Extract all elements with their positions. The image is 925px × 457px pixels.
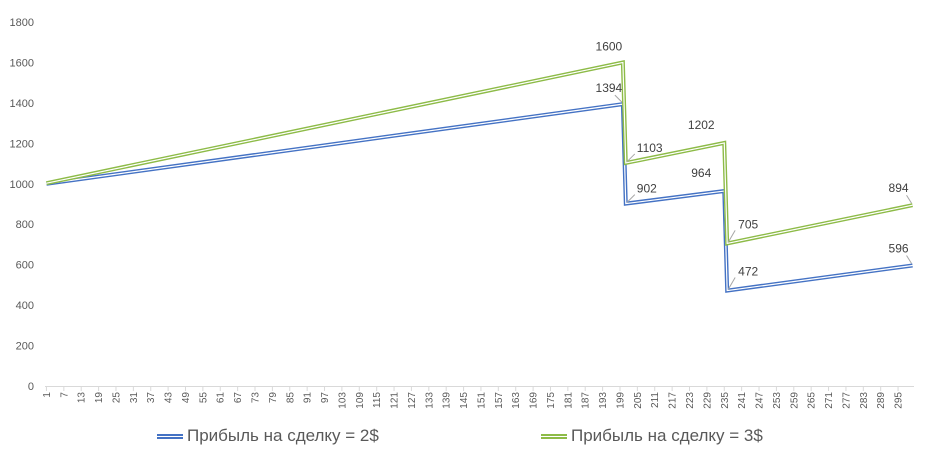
x-tick-label: 67 <box>233 392 244 404</box>
data-label-leader <box>626 194 636 203</box>
data-labels: 1394 902 964 472 596 1600 1103 1202 705 894 <box>596 39 912 290</box>
x-tick-label: 271 <box>824 392 835 409</box>
data-label: 1394 <box>596 81 623 95</box>
x-tick-label: 235 <box>720 392 731 409</box>
x-tick-label: 139 <box>442 392 453 409</box>
data-label-leader <box>727 277 736 290</box>
x-tick-label: 169 <box>529 392 540 409</box>
legend-swatch-series-1 <box>157 433 183 439</box>
data-label: 1600 <box>596 39 623 53</box>
x-tick-label: 55 <box>198 392 209 404</box>
y-tick-label: 400 <box>16 300 34 312</box>
data-label-leader <box>727 230 736 243</box>
data-label: 472 <box>738 265 758 279</box>
x-tick-label: 283 <box>859 392 870 409</box>
x-tick-label: 73 <box>251 392 262 404</box>
series-line-2 <box>46 59 913 246</box>
y-tick-label: 200 <box>16 341 34 353</box>
y-tick-label: 1200 <box>10 138 34 150</box>
y-tick-label: 800 <box>16 219 34 231</box>
series-line-inner-1 <box>46 103 913 292</box>
chart-series <box>46 59 913 293</box>
data-label: 964 <box>691 166 711 180</box>
x-tick-label: 187 <box>581 392 592 409</box>
chart-legend: Прибыль на сделку = 2$ Прибыль на сделку… <box>0 426 925 450</box>
x-tick-label: 19 <box>94 392 105 404</box>
x-tick-label: 247 <box>755 392 766 409</box>
x-tick-label: 79 <box>268 392 279 404</box>
data-label: 596 <box>889 241 909 255</box>
y-tick-label: 1600 <box>10 57 34 69</box>
x-tick-label: 163 <box>511 392 522 409</box>
y-tick-label: 1800 <box>10 17 34 29</box>
x-tick-label: 7 <box>59 392 70 398</box>
data-label: 1202 <box>688 118 715 132</box>
x-tick-label: 259 <box>789 392 800 409</box>
y-tick-label: 600 <box>16 260 34 272</box>
data-label: 902 <box>637 182 657 196</box>
x-tick-label: 289 <box>876 392 887 409</box>
line-chart: 0 200 400 600 800 1000 1200 1400 1600 1800 1 7 13 19 2… <box>10 17 914 409</box>
x-tick-label: 103 <box>337 392 348 409</box>
data-label-leader <box>626 153 636 163</box>
x-tick-label: 223 <box>685 392 696 409</box>
data-label-leader <box>614 94 623 103</box>
x-tick-label: 25 <box>111 392 122 404</box>
x-tick-label: 277 <box>841 392 852 409</box>
y-tick-label: 1000 <box>10 179 34 191</box>
x-tick-label: 85 <box>285 392 296 404</box>
x-tick-label: 115 <box>372 392 383 408</box>
x-tick-label: 265 <box>807 392 818 409</box>
x-tick-label: 253 <box>772 392 783 409</box>
x-tick-label: 13 <box>77 392 88 404</box>
legend-label-series-2: Прибыль на сделку = 3$ <box>571 426 763 445</box>
x-tick-label: 61 <box>216 392 227 404</box>
data-label: 1103 <box>637 141 663 155</box>
x-tick-label: 1 <box>42 392 53 398</box>
x-tick-label: 121 <box>390 392 401 409</box>
data-label-leader <box>906 255 912 264</box>
x-tick-label: 133 <box>424 392 435 409</box>
x-tick-label: 145 <box>459 392 470 409</box>
x-tick-label: 211 <box>650 392 661 408</box>
x-tick-label: 49 <box>181 392 192 404</box>
legend-item-series-2: Прибыль на сделку = 3$ <box>541 426 763 446</box>
x-tick-label: 97 <box>320 392 331 404</box>
x-tick-label: 217 <box>668 392 679 409</box>
legend-swatch-series-2 <box>541 433 567 439</box>
y-tick-label: 1400 <box>10 98 34 110</box>
legend-item-series-1: Прибыль на сделку = 2$ <box>157 426 379 446</box>
x-tick-label: 31 <box>129 392 140 404</box>
x-tick-label: 157 <box>494 392 505 409</box>
series-line-1 <box>46 101 913 293</box>
x-tick-label: 109 <box>355 392 366 409</box>
x-tick-label: 37 <box>146 392 157 404</box>
chart-axes: 0 200 400 600 800 1000 1200 1400 1600 1800 1 7 13 19 2… <box>10 17 914 409</box>
series-line-inner-2 <box>46 61 913 245</box>
x-tick-label: 229 <box>702 392 713 409</box>
data-label-leader <box>906 194 912 204</box>
x-tick-label: 199 <box>615 392 626 409</box>
legend-label-series-1: Прибыль на сделку = 2$ <box>187 426 379 445</box>
x-tick-label: 127 <box>407 392 418 409</box>
x-tick-label: 151 <box>476 392 487 409</box>
y-tick-label: 0 <box>28 381 34 393</box>
x-tick-label: 295 <box>894 392 905 409</box>
data-label: 705 <box>738 217 758 231</box>
x-tick-label: 43 <box>164 392 175 404</box>
x-tick-label: 241 <box>737 392 748 409</box>
x-tick-label: 205 <box>633 392 644 409</box>
x-tick-label: 175 <box>546 392 557 409</box>
x-tick-label: 193 <box>598 392 609 409</box>
x-tick-label: 91 <box>303 392 314 404</box>
x-tick-label: 181 <box>563 392 574 409</box>
data-label: 894 <box>889 181 909 195</box>
